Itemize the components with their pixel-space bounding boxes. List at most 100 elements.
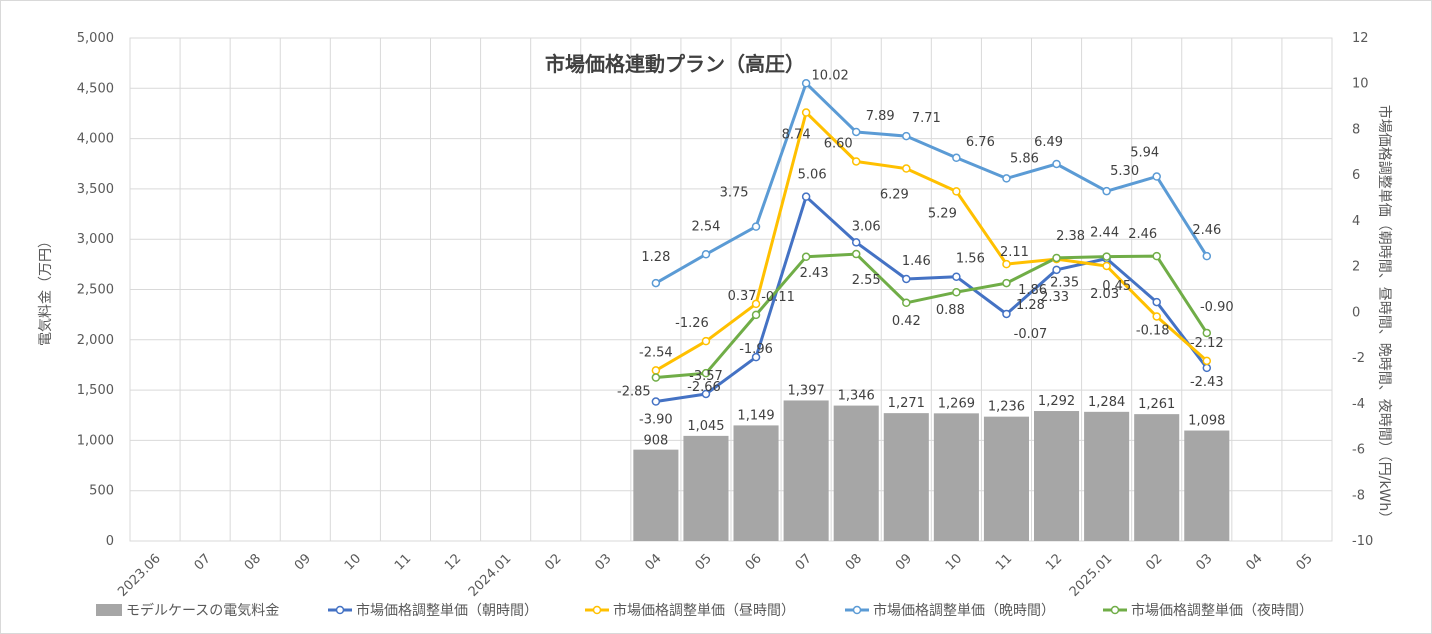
legend-swatch-bars <box>96 604 122 616</box>
line-marker <box>902 164 911 173</box>
line-marker <box>701 368 711 378</box>
bar <box>633 449 679 541</box>
line-marker <box>1152 297 1161 307</box>
y2-tick-label: 2 <box>1352 260 1360 275</box>
line-marker <box>701 250 711 259</box>
line-marker <box>1202 356 1212 366</box>
line-marker <box>851 249 861 259</box>
y2-tick-label: -10 <box>1352 534 1373 549</box>
y-tick-label: 1,000 <box>77 433 114 448</box>
y2-tick-label: 4 <box>1352 214 1360 229</box>
line-data-label: 3.75 <box>720 186 749 201</box>
line-marker <box>851 157 861 166</box>
line-series-2 <box>655 81 1209 285</box>
line-data-label: -0.18 <box>1136 323 1170 338</box>
line-marker <box>1152 312 1161 321</box>
line-marker <box>701 336 711 346</box>
line-data-label: 2.46 <box>1128 227 1157 242</box>
bar-series <box>633 400 1230 541</box>
line-marker <box>1102 252 1111 261</box>
legend-label-line-3: 市場価格調整単価（夜時間） <box>1131 602 1313 619</box>
line-marker <box>651 373 661 382</box>
y2-tick-label: -8 <box>1352 488 1365 503</box>
line-data-label: 2.03 <box>1090 287 1119 302</box>
line-data-label: 5.29 <box>928 206 957 221</box>
line-marker <box>1052 265 1061 275</box>
bar-data-label: 1,397 <box>788 383 825 398</box>
y2-tick-label: 0 <box>1352 305 1360 320</box>
bar <box>783 400 829 541</box>
line-marker <box>801 192 811 201</box>
bar <box>933 413 979 541</box>
line-marker <box>701 389 711 399</box>
line-data-label: -2.43 <box>1190 375 1224 390</box>
line-marker <box>952 153 961 163</box>
line-data-label: 1.86 <box>1018 283 1047 298</box>
line-marker <box>751 222 761 231</box>
bar-data-label: 1,045 <box>687 419 724 434</box>
y2-tick-label: -2 <box>1352 351 1365 366</box>
line-marker <box>1202 363 1212 373</box>
line-data-label: 0.42 <box>892 314 921 329</box>
line-marker <box>1052 253 1061 263</box>
y-tick-label: 5,000 <box>77 31 114 46</box>
y-axis-title: 電気料金（万円） <box>38 234 54 346</box>
legend-label-line-1: 市場価格調整単価（昼時間） <box>613 602 795 619</box>
chart-title: 市場価格連動プラン（高圧） <box>545 52 805 76</box>
line-data-label: 6.60 <box>824 136 853 151</box>
bar-data-label: 1,346 <box>838 389 875 404</box>
bar-data-label: 1,271 <box>888 396 925 411</box>
line-data-label: 5.86 <box>1010 151 1039 166</box>
line-data-label: 10.02 <box>812 68 849 83</box>
line-data-label: 0.88 <box>936 303 965 318</box>
line-data-label: 6.49 <box>1034 135 1063 150</box>
bar <box>683 435 729 541</box>
line-data-label: -0.07 <box>1014 327 1048 342</box>
line-data-label: 1.28 <box>641 250 670 265</box>
bar <box>983 416 1029 541</box>
bar <box>1134 414 1180 541</box>
y-tick-label: 500 <box>89 484 114 499</box>
line-marker <box>902 131 911 141</box>
bar <box>1034 411 1080 541</box>
line-data-label: 2.54 <box>691 219 720 234</box>
legend-marker-2 <box>852 605 862 615</box>
y2-tick-label: -6 <box>1352 443 1365 458</box>
line-marker <box>1002 259 1011 269</box>
line-marker <box>1102 186 1111 196</box>
line-data-label: 3.06 <box>852 219 881 234</box>
y-tick-label: 4,500 <box>77 81 114 96</box>
line-marker <box>1002 174 1011 183</box>
line-data-label: 7.89 <box>866 109 895 124</box>
legend-label-line-0: 市場価格調整単価（朝時間） <box>356 602 538 619</box>
legend-label-line-2: 市場価格調整単価（晩時間） <box>873 602 1055 619</box>
line-series-0 <box>655 195 1208 403</box>
bar <box>1084 411 1130 541</box>
line-data-label: -2.54 <box>639 345 673 360</box>
line-marker <box>1202 328 1212 338</box>
line-marker <box>851 127 861 137</box>
line-marker <box>952 187 961 196</box>
y2-tick-label: 8 <box>1352 122 1360 137</box>
line-data-label: -2.66 <box>687 380 721 395</box>
line-marker <box>801 252 811 262</box>
line-marker <box>751 310 761 320</box>
line-marker <box>952 272 961 281</box>
legend-marker-1 <box>592 605 602 615</box>
bar-data-label: 1,098 <box>1188 414 1225 429</box>
legend-marker-3 <box>1110 605 1120 615</box>
y-tick-label: 3,500 <box>77 182 114 197</box>
line-data-label: 0.37 <box>728 289 757 304</box>
line-marker <box>902 274 911 284</box>
line-data-label: 6.29 <box>880 188 909 203</box>
line-data-label: 2.46 <box>1192 223 1221 238</box>
line-data-label: 5.06 <box>798 168 827 183</box>
y2-tick-label: 6 <box>1352 168 1360 183</box>
line-data-label: 7.71 <box>912 111 941 126</box>
line-marker <box>902 298 911 308</box>
line-data-label: -0.11 <box>761 290 795 305</box>
line-data-label: 8.74 <box>782 128 811 143</box>
line-data-label: -3.57 <box>689 369 723 384</box>
bar <box>1184 430 1230 541</box>
y2-tick-label: -4 <box>1352 397 1365 412</box>
